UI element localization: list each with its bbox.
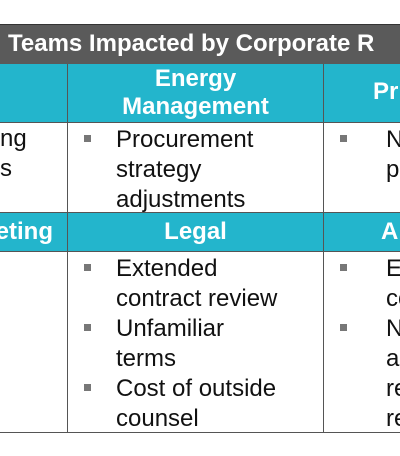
bullet-icon (340, 135, 347, 142)
header-legal: Legal (68, 213, 323, 251)
header-cell-col2: Pr (324, 64, 400, 122)
header-energy-management: Energy Management (68, 64, 323, 122)
header-marketing: eting (0, 213, 67, 251)
bullet-item: Unfamiliar terms (68, 314, 266, 374)
column-divider (67, 64, 68, 433)
bullet-icon (84, 324, 91, 331)
row-divider (0, 251, 400, 252)
bullet-icon (340, 264, 347, 271)
row-divider (0, 212, 400, 213)
bullet-item: Extended contract review (68, 254, 296, 314)
table-bottom-border (0, 432, 400, 433)
bullet-icon (340, 324, 347, 331)
row2-legal: Extended contract review Unfamiliar term… (68, 252, 323, 432)
column-divider (323, 64, 324, 433)
row2-col0 (0, 252, 67, 432)
row1-col2: N p (324, 123, 400, 212)
row1-energy-management: Procurement strategy adjustments (68, 123, 323, 212)
bullet-icon (84, 264, 91, 271)
title-bar: Teams Impacted by Corporate R (0, 24, 400, 65)
bullet-item: Cost of outside counsel (68, 374, 298, 432)
header-cell-col0 (0, 64, 67, 122)
row1-col0: ng s (0, 123, 67, 212)
header-cell-col2-row2: A (324, 213, 400, 251)
bullet-icon (84, 384, 91, 391)
row-divider (0, 122, 400, 123)
bullet-item: Procurement strategy adjustments (68, 125, 276, 212)
bullet-icon (84, 135, 91, 142)
row2-col2: E co N a re re (324, 252, 400, 432)
table-title: Teams Impacted by Corporate R (8, 30, 375, 57)
